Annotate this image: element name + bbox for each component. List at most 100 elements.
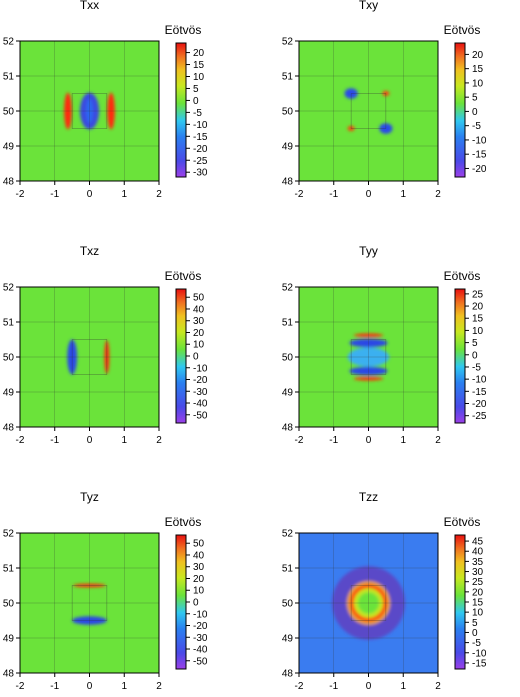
heatmap-feature-2 [64,92,72,130]
colorbar-tick-label: -40 [193,399,208,410]
colorbar-tick-label: -5 [193,108,202,119]
colorbar-tick-label: 0 [472,350,478,361]
colorbar-tick-label: 20 [472,587,484,598]
y-tick-label: 48 [282,177,294,188]
colorbar [175,42,187,178]
colorbar-title: Eötvös [444,515,481,529]
y-tick-label: 52 [282,37,294,48]
x-tick-label: 2 [435,681,441,692]
heatmap-feature-4 [353,376,384,381]
colorbar-tick-label: 20 [193,48,205,59]
colorbar [454,288,466,424]
colorbar-tick-label: -15 [472,387,487,398]
y-tick-label: 48 [3,669,15,680]
x-tick-label: 0 [87,189,93,200]
y-tick-label: 52 [3,283,15,294]
colorbar-tick-label: -15 [472,150,487,161]
x-tick-label: 0 [87,681,93,692]
x-tick-label: -1 [50,435,59,446]
colorbar-tick-label: 40 [193,304,205,315]
colorbar-tick-label: -15 [193,132,208,143]
panel-title: Tyy [359,244,378,258]
panel-title: Txx [80,0,99,12]
panel-tyy: Tyy-2 -1 0 1 24849505152Eötvös2520151050-5-1… [282,244,487,446]
heatmap-feature-4 [357,592,380,614]
colorbar-tick-label: -5 [472,121,481,132]
y-tick-label: 52 [282,529,294,540]
panel-title: Tyz [80,490,99,504]
y-tick-label: 51 [282,564,294,575]
colorbar-tick-label: 5 [472,338,478,349]
colorbar-tick-label: 10 [472,326,484,337]
colorbar-tick-label: 10 [472,78,484,89]
panel-tzz: Tzz-2 -1 0 1 24849505152Eötvös45403530252015… [282,490,487,692]
heatmap-background [20,533,159,673]
source-outline [350,339,387,375]
source-outline [350,585,387,621]
colorbar-tick-label: 35 [472,557,484,568]
colorbar-tick-label: -5 [472,362,481,373]
y-tick-label: 51 [282,72,294,83]
x-tick-label: -1 [329,681,338,692]
colorbar-tick-label: 50 [193,539,205,550]
x-tick-label: 2 [156,189,162,200]
colorbar-title: Eötvös [444,23,481,37]
y-tick-label: 51 [3,564,15,575]
y-tick-label: 49 [3,634,15,645]
source-outline [350,93,387,129]
colorbar-tick-label: 5 [472,93,478,104]
colorbar-tick-label: 30 [193,316,205,327]
colorbar-tick-label: -25 [193,156,208,167]
colorbar-tick-label: 10 [193,340,205,351]
colorbar [454,42,466,178]
source-outline [71,339,108,375]
y-tick-label: 50 [282,107,294,118]
colorbar-tick-label: 50 [193,293,205,304]
heatmap-features [344,88,393,134]
y-tick-label: 48 [282,423,294,434]
y-tick-label: 50 [282,353,294,364]
colorbar-title: Eötvös [444,269,481,283]
colorbar-tick-label: 25 [472,289,484,300]
colorbar-title: Eötvös [165,23,202,37]
colorbar-tick-label: -10 [193,363,208,374]
panel-title: Txy [359,0,378,12]
x-tick-label: 0 [366,681,372,692]
colorbar-tick-label: -10 [472,648,487,659]
colorbar-title: Eötvös [165,515,202,529]
colorbar [454,534,466,670]
colorbar [175,534,187,670]
colorbar-tick-label: 20 [472,302,484,313]
colorbar-tick-label: -50 [193,656,208,667]
colorbar-tick-label: 30 [472,567,484,578]
colorbar-tick-label: 20 [193,574,205,585]
panel-tyz: Tyz-2 -1 0 1 24849505152Eötvös50403020100-10… [3,490,208,692]
y-tick-label: 48 [3,177,15,188]
y-tick-label: 49 [282,388,294,399]
colorbar-tick-label: -10 [193,609,208,620]
y-tick-label: 48 [3,423,15,434]
colorbar-tick-label: 5 [193,84,199,95]
heatmap-feature-0 [347,347,390,367]
colorbar-tick-label: -10 [193,120,208,131]
colorbar-tick-label: -30 [193,633,208,644]
colorbar-title: Eötvös [165,269,202,283]
y-tick-label: 49 [3,388,15,399]
x-tick-label: -1 [329,189,338,200]
colorbar-tick-label: 40 [472,547,484,558]
colorbar-tick-label: -10 [472,135,487,146]
colorbar-tick-label: -20 [472,399,487,410]
y-tick-label: 51 [3,72,15,83]
colorbar-tick-label: -10 [472,375,487,386]
heatmap-feature-3 [107,92,115,130]
source-outline [71,585,108,621]
y-tick-label: 49 [3,142,15,153]
colorbar-tick-label: 15 [472,64,484,75]
panel-txx: Txx-2 -1 0 1 24849505152Eötvös20151050-5-10-… [3,0,208,200]
y-tick-label: 49 [282,142,294,153]
colorbar-tick-label: 20 [193,328,205,339]
panel-txz: Txz-2 -1 0 1 24849505152Eötvös50403020100-10… [3,244,208,446]
heatmap-features [347,333,390,381]
heatmap-background [299,41,438,181]
